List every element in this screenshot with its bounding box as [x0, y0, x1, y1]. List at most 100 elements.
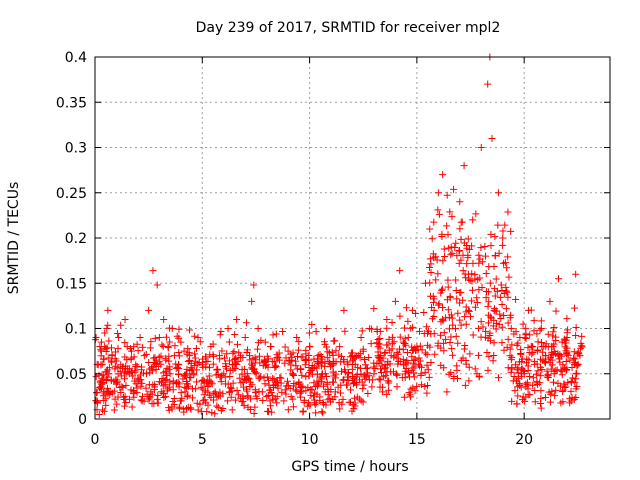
- data-point: [104, 373, 112, 381]
- data-point: [492, 275, 500, 283]
- data-point: [101, 390, 109, 398]
- data-point: [267, 402, 275, 410]
- data-point: [515, 379, 523, 387]
- data-point: [180, 405, 188, 413]
- data-point: [495, 249, 503, 257]
- data-point: [321, 388, 329, 396]
- data-point: [418, 346, 426, 354]
- data-point: [417, 371, 425, 379]
- data-point: [199, 359, 207, 367]
- data-point: [166, 324, 174, 332]
- data-point: [503, 343, 511, 351]
- data-point: [519, 320, 527, 328]
- data-point: [468, 270, 476, 278]
- x-tick-label: 5: [198, 432, 207, 448]
- data-point: [105, 337, 113, 345]
- data-point: [183, 350, 191, 358]
- data-point: [358, 327, 366, 335]
- data-point: [421, 349, 429, 357]
- data-point: [439, 257, 447, 265]
- data-point: [261, 380, 269, 388]
- data-point: [96, 342, 104, 350]
- data-point: [486, 329, 494, 337]
- data-point: [155, 334, 163, 342]
- data-point: [388, 333, 396, 341]
- data-point: [391, 297, 399, 305]
- data-point: [146, 369, 154, 377]
- data-point: [484, 319, 492, 327]
- data-point: [311, 389, 319, 397]
- data-point: [187, 404, 195, 412]
- data-point: [453, 366, 461, 374]
- data-point: [158, 341, 166, 349]
- data-point: [460, 162, 468, 170]
- data-point: [339, 395, 347, 403]
- data-point: [456, 247, 464, 254]
- data-point: [184, 391, 192, 399]
- data-point: [459, 267, 467, 275]
- data-point: [287, 366, 295, 374]
- data-point: [388, 318, 396, 326]
- data-point: [130, 387, 138, 395]
- data-point: [465, 275, 473, 283]
- data-point: [448, 249, 456, 257]
- data-point: [475, 324, 483, 332]
- data-point: [484, 80, 492, 88]
- data-point: [562, 358, 570, 366]
- tick-labels: 0 0.05 0.1 0.15 0.2 0.25 0.3 0.35 0.4 0 5 10 15 20: [56, 50, 533, 448]
- data-point: [499, 234, 507, 242]
- data-point: [251, 403, 259, 411]
- data-point: [430, 295, 438, 303]
- data-point: [348, 361, 356, 369]
- data-point: [450, 185, 458, 193]
- data-point: [490, 305, 498, 313]
- data-point: [119, 363, 127, 371]
- y-tick-label: 0.05: [56, 367, 87, 383]
- data-point: [359, 347, 367, 355]
- data-point: [121, 353, 129, 361]
- data-point: [444, 306, 452, 314]
- data-point: [510, 373, 518, 381]
- data-point: [140, 397, 148, 405]
- data-point: [118, 383, 126, 391]
- data-point: [183, 392, 191, 400]
- data-point: [165, 383, 173, 391]
- data-point: [213, 366, 221, 374]
- data-point: [128, 367, 136, 375]
- data-point: [138, 392, 146, 400]
- data-point: [420, 309, 428, 317]
- data-point: [408, 353, 416, 361]
- data-point: [396, 333, 404, 341]
- data-point: [469, 216, 477, 224]
- data-point: [284, 382, 292, 390]
- data-point: [110, 406, 118, 414]
- data-point: [305, 372, 313, 380]
- data-point: [486, 337, 494, 345]
- data-point: [273, 378, 281, 386]
- data-point: [529, 374, 537, 382]
- data-point: [511, 387, 519, 395]
- data-point: [312, 383, 320, 391]
- data-point: [340, 306, 348, 314]
- data-point: [364, 389, 372, 397]
- data-point: [196, 338, 204, 346]
- data-point: [461, 381, 469, 389]
- data-point: [246, 406, 254, 414]
- data-point: [573, 350, 581, 358]
- data-point: [222, 360, 230, 368]
- data-point: [456, 225, 464, 233]
- data-point: [282, 354, 290, 362]
- data-point: [149, 363, 157, 371]
- data-point: [504, 208, 512, 216]
- data-point: [536, 379, 544, 387]
- data-point: [412, 309, 420, 317]
- data-point: [304, 384, 312, 392]
- data-point: [501, 221, 509, 229]
- data-point: [117, 321, 125, 329]
- data-point: [530, 317, 538, 325]
- data-point: [390, 338, 398, 346]
- data-point: [524, 391, 532, 399]
- data-point: [255, 388, 263, 396]
- data-point: [317, 353, 325, 361]
- data-point: [543, 367, 551, 375]
